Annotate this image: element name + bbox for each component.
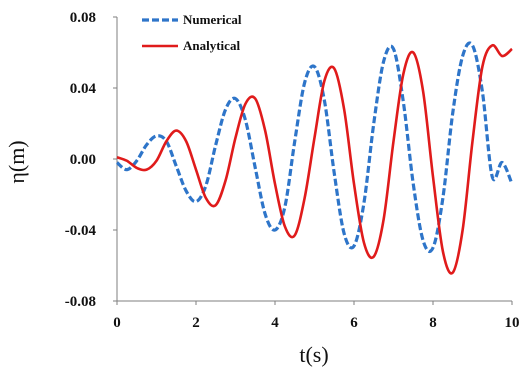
y-tick-label: 0.00 bbox=[70, 152, 96, 168]
y-axis-title: η(m) bbox=[4, 140, 29, 183]
y-tick-label: -0.04 bbox=[65, 223, 97, 239]
x-tick-label: 4 bbox=[271, 315, 279, 331]
x-axis-ticks: 0 2 4 6 8 10 bbox=[113, 301, 520, 331]
y-tick-label: -0.08 bbox=[65, 294, 96, 310]
legend-label-numerical: Numerical bbox=[183, 12, 242, 27]
y-tick-label: 0.08 bbox=[70, 10, 96, 26]
x-tick-label: 2 bbox=[192, 315, 200, 331]
x-tick-label: 8 bbox=[429, 315, 437, 331]
legend: Numerical Analytical bbox=[142, 12, 242, 53]
series-line-analytical bbox=[116, 44, 513, 275]
y-axis-ticks: 0.08 0.04 0.00 -0.04 -0.08 bbox=[65, 10, 117, 310]
x-tick-label: 10 bbox=[505, 315, 520, 331]
chart-axes bbox=[116, 17, 512, 302]
y-tick-label: 0.04 bbox=[70, 81, 97, 97]
legend-label-analytical: Analytical bbox=[183, 38, 240, 53]
x-tick-label: 6 bbox=[350, 315, 358, 331]
series-lines bbox=[115, 41, 514, 275]
series-line-numerical bbox=[115, 41, 514, 254]
x-tick-label: 0 bbox=[113, 315, 121, 331]
x-axis-title: t(s) bbox=[299, 342, 328, 367]
